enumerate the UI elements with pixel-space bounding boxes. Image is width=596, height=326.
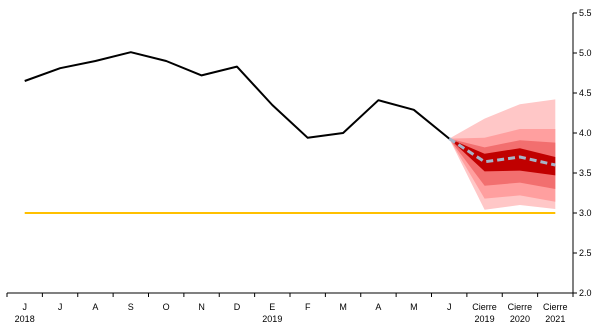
x-tick-label: O	[163, 302, 170, 312]
x-tick-label: S	[128, 302, 134, 312]
y-tick-label: 3.0	[579, 208, 592, 218]
x-tick-label: Cierre	[543, 302, 568, 312]
x-tick-label: A	[92, 302, 98, 312]
y-tick-label: 5.5	[579, 8, 592, 18]
x-tick-label: F	[305, 302, 311, 312]
series-lines	[24, 51, 556, 214]
y-tick-label: 5.0	[579, 48, 592, 58]
x-tick-label: M	[339, 302, 347, 312]
y-tick-label: 4.5	[579, 88, 592, 98]
axes	[6, 12, 577, 297]
x-year-label: 2018	[15, 314, 35, 324]
x-tick-label: N	[198, 302, 205, 312]
x-year-label: 2019	[262, 314, 282, 324]
y-tick-label: 3.5	[579, 168, 592, 178]
x-tick-label: Cierre	[472, 302, 497, 312]
x-tick-label: E	[269, 302, 275, 312]
x-tick-label: J	[22, 302, 27, 312]
x-tick-label: D	[234, 302, 241, 312]
x-year-label: 2019	[475, 314, 495, 324]
fan-band-4	[449, 138, 556, 176]
x-tick-label: M	[410, 302, 418, 312]
series-line-1	[24, 51, 450, 140]
x-year-label: 2020	[510, 314, 530, 324]
x-year-label: 2021	[545, 314, 565, 324]
x-tick-label: A	[375, 302, 381, 312]
fan-bands	[449, 99, 556, 210]
x-tick-label: J	[447, 302, 452, 312]
y-tick-label: 2.0	[579, 288, 592, 298]
y-tick-label: 2.5	[579, 248, 592, 258]
x-tick-label: Cierre	[508, 302, 533, 312]
y-axis-labels: 2.0 2.5 3.0 3.5 4.0 4.5 5.0 5.5	[579, 8, 592, 298]
x-axis-labels: J 2018 J A S O N D E 2019 F M A M J Cierre 2019 Cierre 202…	[15, 302, 568, 324]
forecast-dashed-line	[448, 137, 556, 167]
x-tick-label: J	[58, 302, 63, 312]
y-tick-label: 4.0	[579, 128, 592, 138]
